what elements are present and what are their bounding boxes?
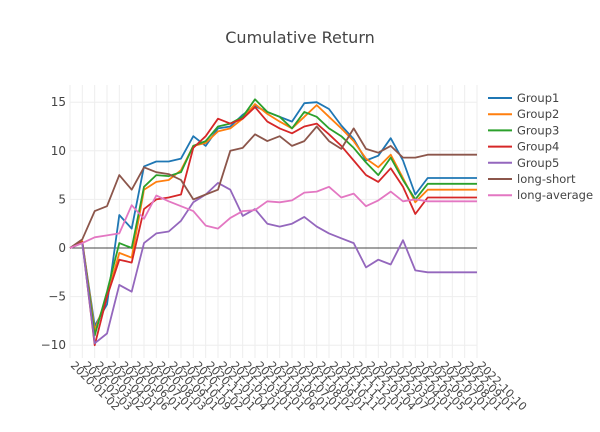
legend: Group1 Group2 Group3 Group4 Group5 long-short…	[488, 91, 593, 202]
y-tick-label: 5	[58, 192, 66, 206]
series-line-group5	[69, 181, 477, 345]
y-tick-label: −10	[41, 338, 66, 352]
x-axis-ticks: 2020-01-022020-02-032020-03-022020-04-01…	[68, 359, 529, 413]
y-tick-label: 10	[51, 144, 66, 158]
legend-item-group4[interactable]: Group4	[488, 140, 559, 154]
y-tick-label: 15	[51, 95, 66, 109]
series-line-long-average	[69, 185, 477, 249]
y-axis-ticks: 15 10 5 0 −5 −10	[41, 95, 66, 352]
legend-label: long-average	[517, 188, 593, 202]
series-line-long-short	[69, 125, 477, 249]
legend-item-long-short[interactable]: long-short	[488, 172, 576, 186]
legend-label: Group3	[517, 123, 559, 137]
legend-item-group5[interactable]: Group5	[488, 156, 559, 170]
legend-item-group2[interactable]: Group2	[488, 107, 559, 121]
series-line-group3	[69, 98, 477, 337]
legend-label: Group1	[517, 91, 559, 105]
legend-label: Group5	[517, 156, 559, 170]
legend-label: Group2	[517, 107, 559, 121]
series-lines	[69, 98, 477, 347]
legend-item-group3[interactable]: Group3	[488, 123, 559, 137]
legend-item-long-average[interactable]: long-average	[488, 188, 593, 202]
legend-item-group1[interactable]: Group1	[488, 91, 559, 105]
y-tick-label: −5	[48, 290, 66, 304]
y-tick-label: 0	[58, 241, 66, 255]
chart-title: Cumulative Return	[225, 28, 375, 47]
legend-label: long-short	[517, 172, 576, 186]
legend-label: Group4	[517, 140, 559, 154]
